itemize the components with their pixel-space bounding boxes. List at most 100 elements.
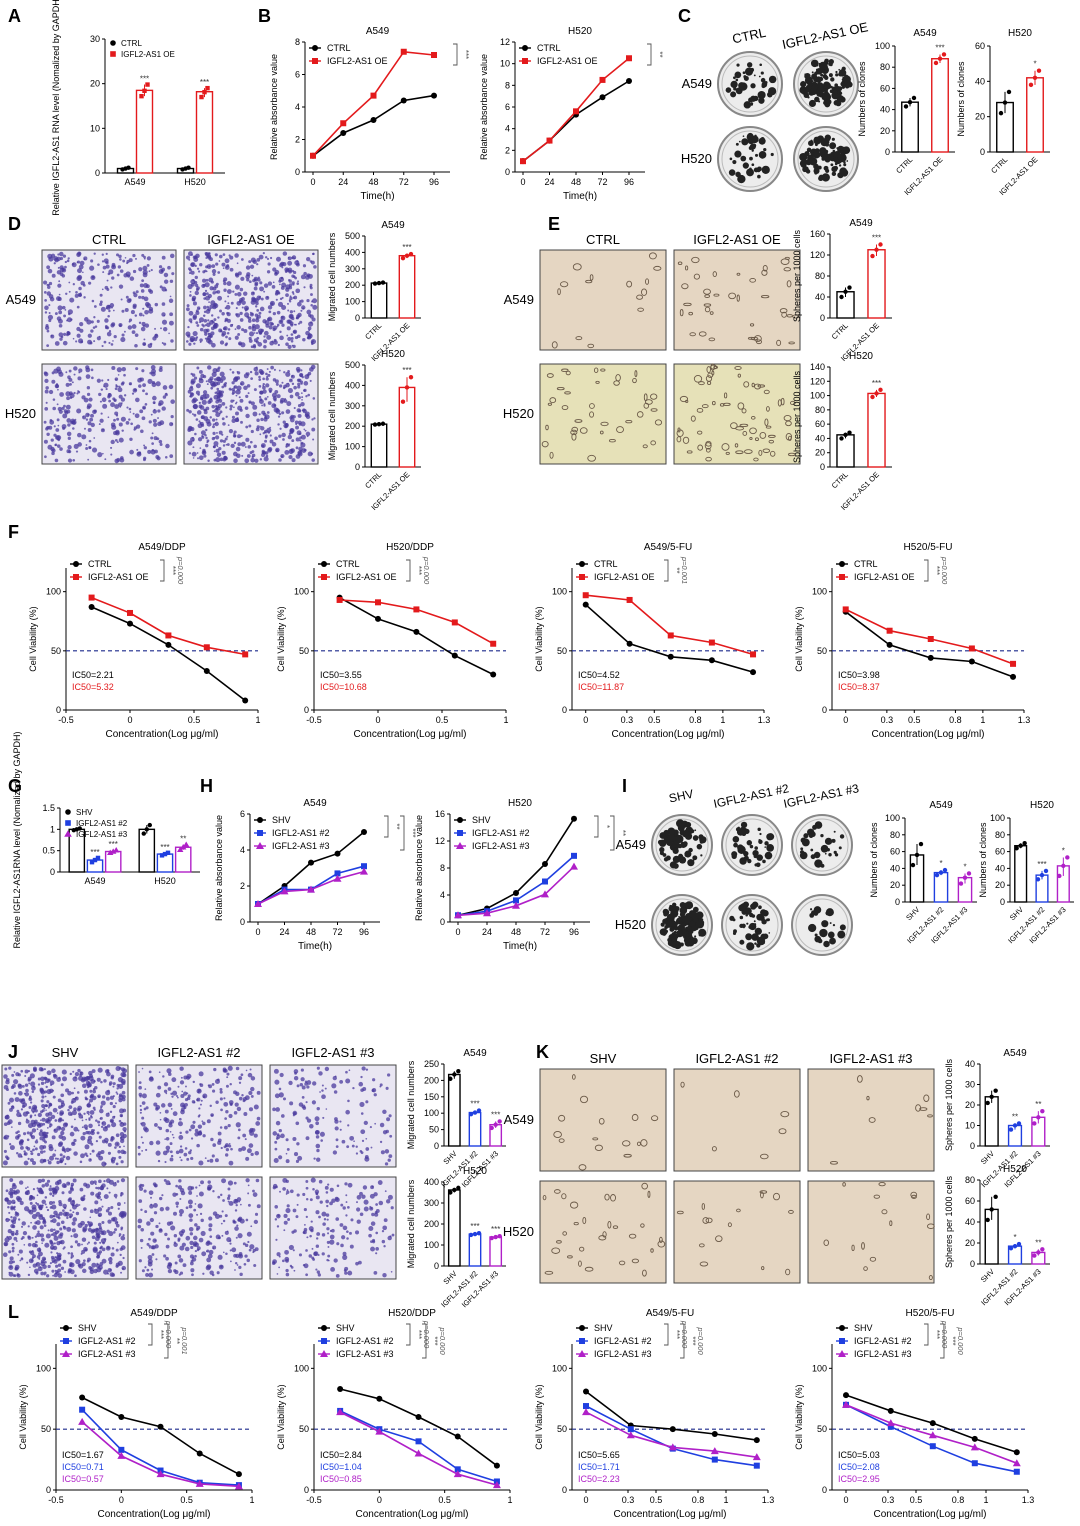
cell-dot [30, 1251, 35, 1256]
cell-dot [87, 1130, 92, 1135]
colony-dot [678, 858, 681, 861]
cell-dot [114, 1221, 119, 1225]
cell-dot [262, 384, 265, 387]
cell-dot [255, 318, 260, 323]
cell-dot [147, 343, 153, 349]
cell-dot [252, 404, 258, 410]
cell-dot [119, 269, 124, 273]
cell-dot [40, 1099, 44, 1103]
colony-dot [824, 58, 829, 64]
cell-dot [252, 259, 257, 264]
cell-dot [52, 398, 56, 401]
cell-dot [285, 1152, 288, 1155]
cell-dot [260, 297, 264, 301]
p-value: p=0.000 [176, 556, 185, 585]
colony-dot [758, 151, 767, 159]
cell-dot [189, 1149, 192, 1152]
cell-dot [296, 1084, 300, 1088]
cell-dot [100, 1198, 103, 1201]
cell-dot [189, 290, 192, 293]
data-point [372, 422, 378, 427]
cell-dot [146, 263, 150, 267]
colony-dot [690, 912, 699, 920]
colony-dot [764, 841, 769, 846]
y-tick-label: 100 [875, 41, 890, 51]
cell-dot [279, 1190, 281, 1193]
cell-dot [37, 1179, 42, 1184]
y-tick-label: 0.5 [42, 846, 55, 856]
colony-dot [814, 148, 820, 153]
cell-dot [171, 1077, 177, 1083]
cell-dot [168, 384, 174, 390]
cell-dot [29, 1158, 34, 1163]
cell-dot [278, 369, 281, 372]
row-label: H520 [681, 151, 712, 166]
cell-dot [78, 286, 82, 291]
cell-dot [98, 392, 102, 397]
sphere-dot [682, 436, 690, 444]
cell-dot [309, 285, 312, 288]
cell-dot [182, 1263, 187, 1268]
sig-label: ** [180, 835, 186, 844]
colony-dot [837, 145, 845, 154]
cell-dot [96, 319, 100, 323]
cell-dot [44, 1081, 47, 1084]
data-point [941, 52, 947, 57]
cell-dot [197, 423, 203, 429]
cell-dot [58, 1199, 62, 1204]
cell-dot [254, 313, 259, 318]
colony-dot [828, 853, 832, 857]
chart-title: H520 [381, 349, 405, 360]
y-tick-label: 50 [557, 646, 567, 656]
colony-dot [690, 863, 693, 866]
cell-dot [121, 309, 125, 313]
cell-dot [44, 1135, 47, 1138]
cell-dot [93, 305, 97, 308]
cell-dot [79, 1160, 83, 1164]
cell-dot [99, 418, 104, 423]
colony-dot [733, 87, 737, 91]
cell-dot [319, 1200, 323, 1204]
colony-dot [818, 62, 821, 66]
sphere-dot [723, 392, 728, 399]
cell-dot [155, 1224, 159, 1229]
cell-dot [25, 1187, 27, 1190]
cell-dot [168, 298, 174, 303]
bar [398, 254, 416, 319]
y-tick-label: 0 [95, 168, 100, 178]
cell-dot [81, 395, 86, 400]
cell-dot [296, 1193, 300, 1197]
cell-dot [91, 1069, 96, 1074]
cell-dot [201, 435, 205, 439]
cell-dot [218, 254, 223, 259]
cell-dot [199, 1212, 203, 1216]
y-tick-label: 30 [90, 34, 100, 44]
cell-dot [85, 365, 90, 370]
cell-dot [261, 449, 265, 454]
cell-dot [52, 1201, 56, 1204]
cell-dot [54, 1269, 57, 1272]
cell-dot [346, 1237, 349, 1240]
cell-dot [297, 378, 302, 383]
cell-dot [280, 455, 283, 458]
cell-dot [299, 320, 303, 324]
sphere-dot [742, 431, 748, 436]
sig-label: *** [200, 78, 209, 87]
data-point [927, 636, 934, 642]
cell-dot [201, 1251, 207, 1257]
legend-label: CTRL [854, 559, 878, 569]
cell-dot [64, 260, 67, 264]
cell-dot [158, 265, 163, 269]
cell-dot [162, 1075, 165, 1078]
cell-dot [142, 307, 145, 310]
cell-dot [311, 260, 315, 265]
cell-dot [39, 1266, 42, 1269]
cell-dot [210, 1114, 214, 1117]
cell-dot [154, 1244, 159, 1249]
cell-dot [277, 415, 281, 418]
cell-dot [272, 1107, 276, 1112]
cell-dot [113, 399, 116, 402]
cell-dot [288, 300, 292, 303]
cell-dot [216, 368, 220, 372]
cell-dot [78, 368, 83, 373]
